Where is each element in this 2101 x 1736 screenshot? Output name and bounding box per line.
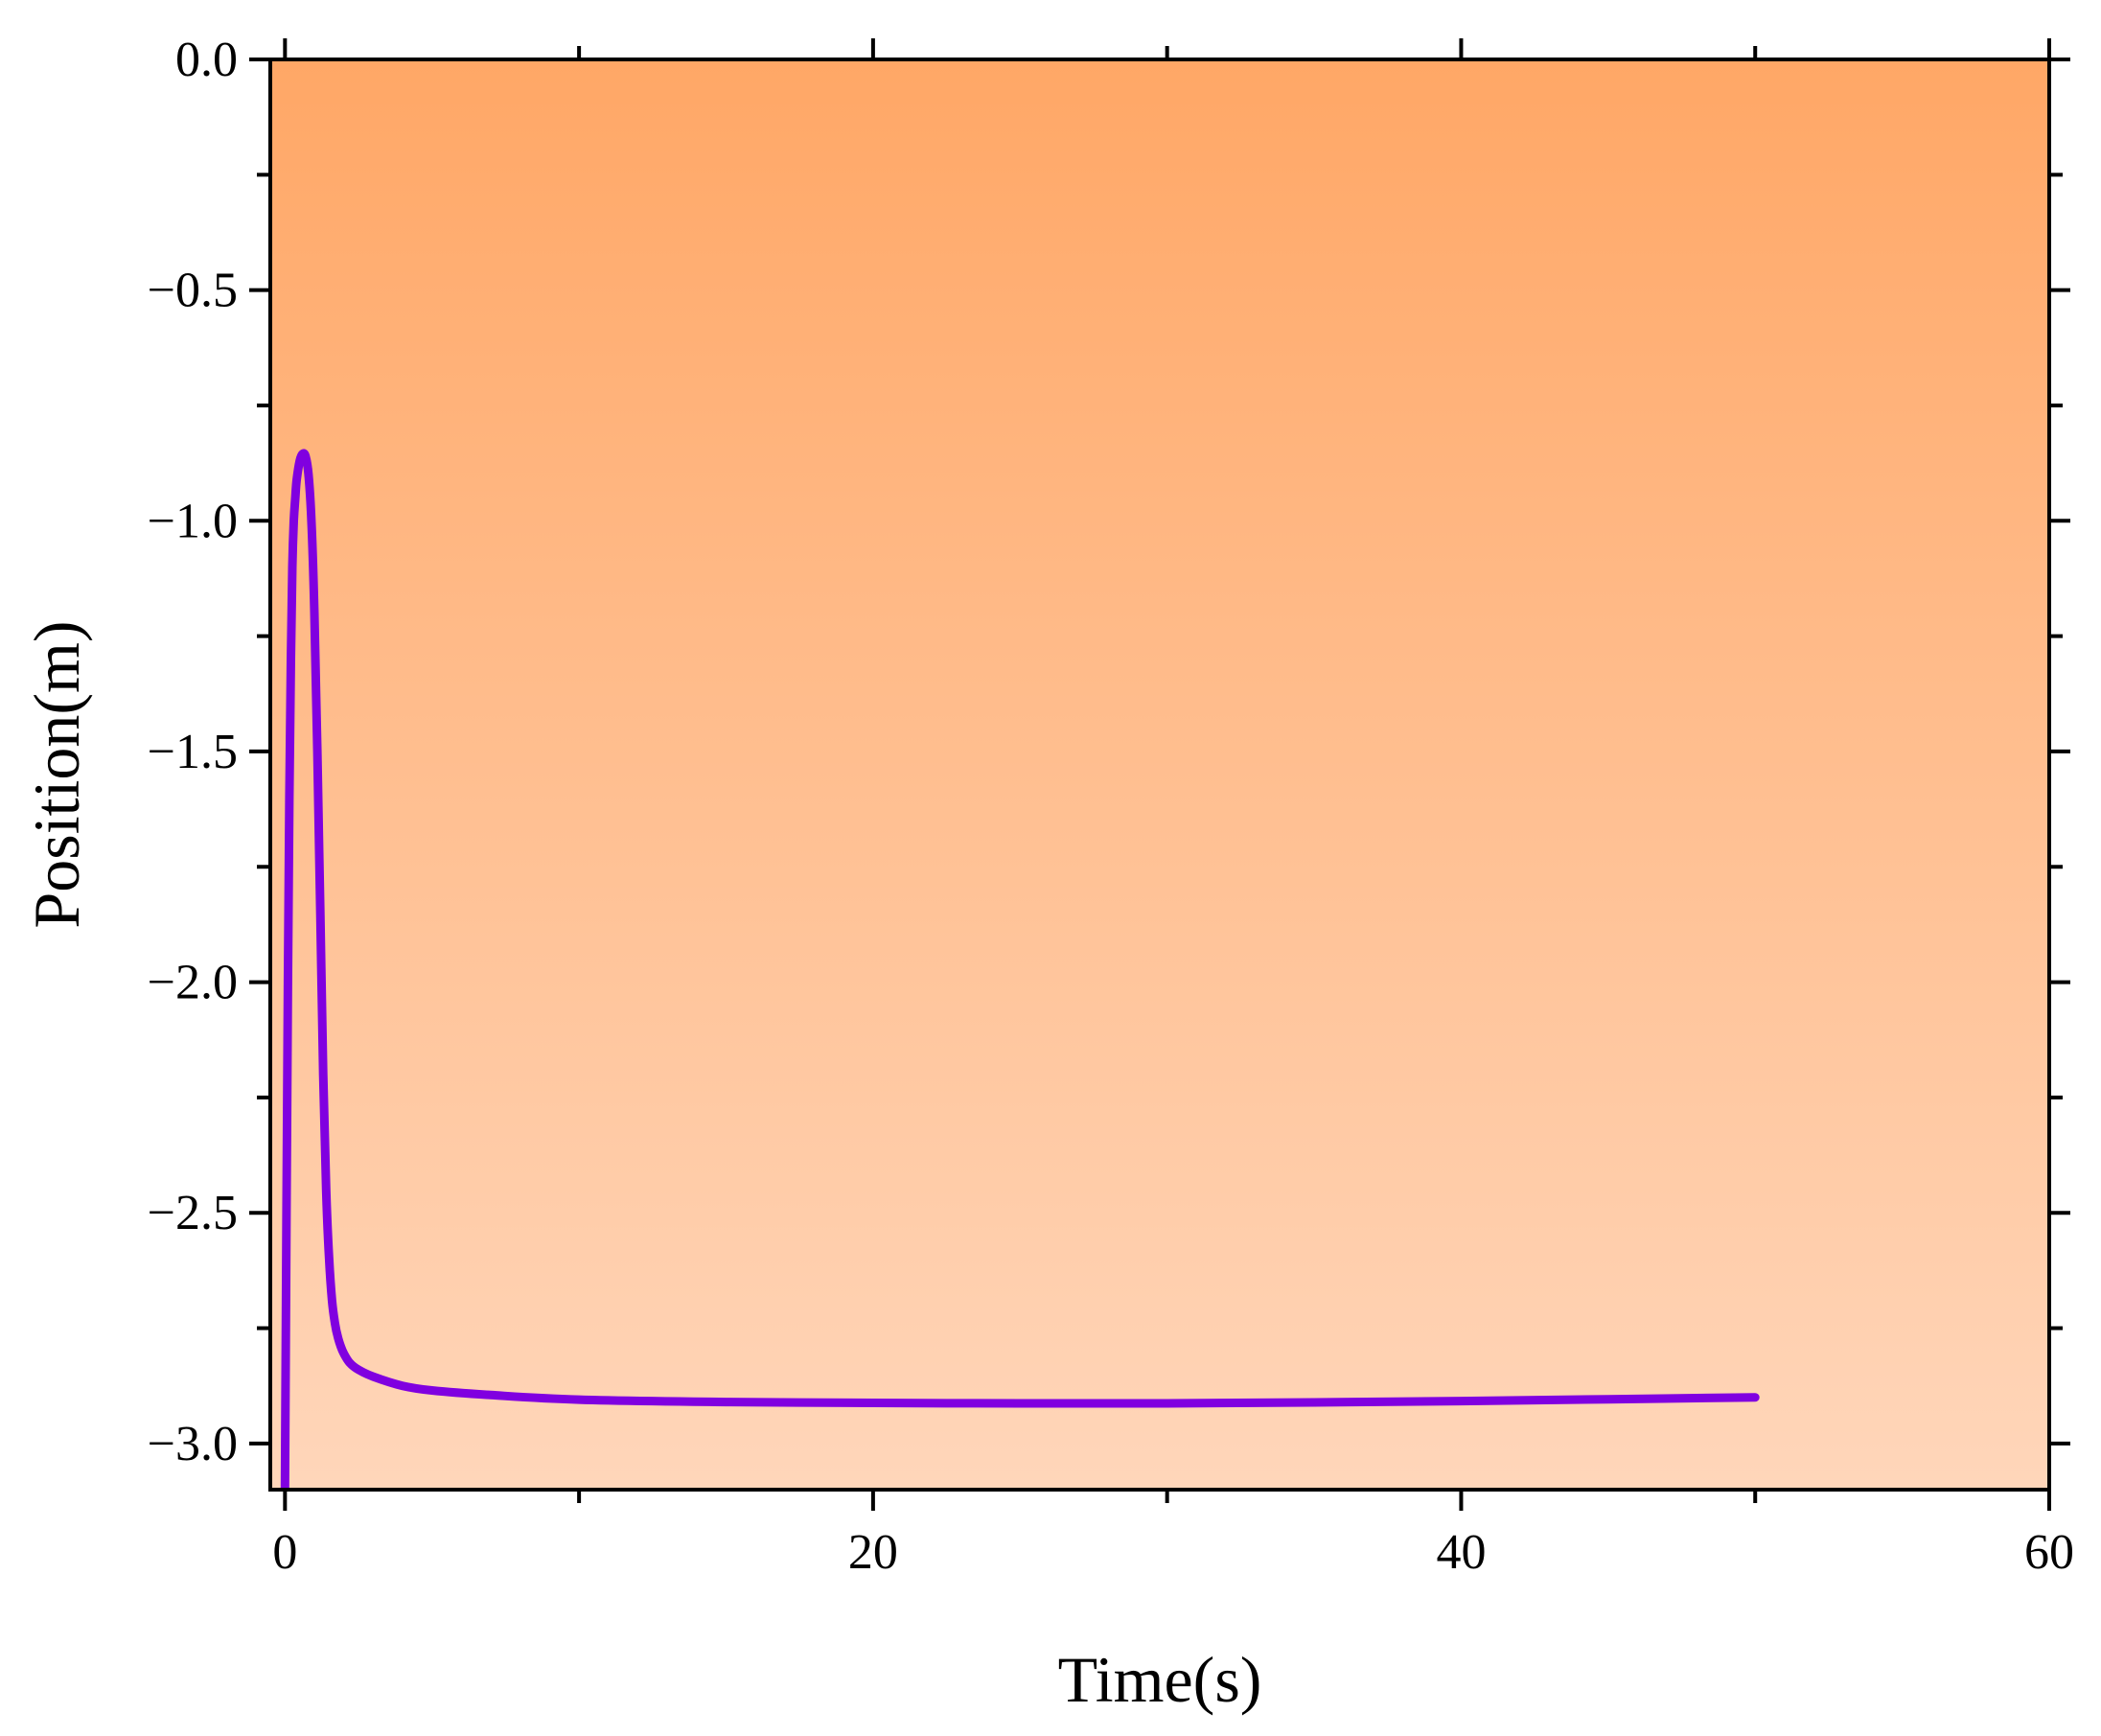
x-tick-label: 40: [1436, 1525, 1486, 1580]
x-tick-label: 0: [272, 1525, 297, 1580]
series-layer: [280, 449, 1760, 1490]
x-axis-title: Time(s): [1058, 1643, 1262, 1716]
y-tick-label: −3.0: [148, 1417, 238, 1471]
y-tick-label: 0.0: [175, 33, 238, 87]
tick-labels: 0 20 40 60 0.0 −0.5 −1.0 −1.5 −2.0 −2.5 −3.0: [148, 33, 2074, 1580]
y-tick-label: −1.5: [148, 725, 238, 779]
plot-frame: [268, 58, 2051, 1492]
y-tick-label: −1.0: [148, 494, 238, 548]
plot-background: [270, 59, 2049, 1490]
x-tick-label: 60: [2024, 1525, 2074, 1580]
y-tick-label: −2.5: [148, 1186, 238, 1240]
y-tick-label: −2.0: [148, 956, 238, 1010]
x-tick-label: 20: [848, 1525, 898, 1580]
y-tick-label: −0.5: [148, 264, 238, 318]
axis-ticks: [249, 38, 2070, 1511]
y-axis-title: Position(m): [20, 620, 93, 928]
series-line: [280, 449, 1760, 1490]
